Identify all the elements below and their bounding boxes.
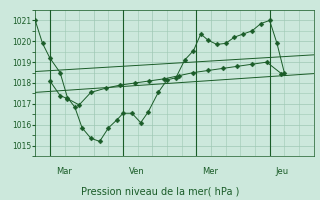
Text: Jeu: Jeu bbox=[276, 167, 289, 176]
Text: Pression niveau de la mer( hPa ): Pression niveau de la mer( hPa ) bbox=[81, 186, 239, 196]
Text: Mar: Mar bbox=[56, 167, 72, 176]
Text: Ven: Ven bbox=[129, 167, 145, 176]
Text: Mer: Mer bbox=[202, 167, 218, 176]
